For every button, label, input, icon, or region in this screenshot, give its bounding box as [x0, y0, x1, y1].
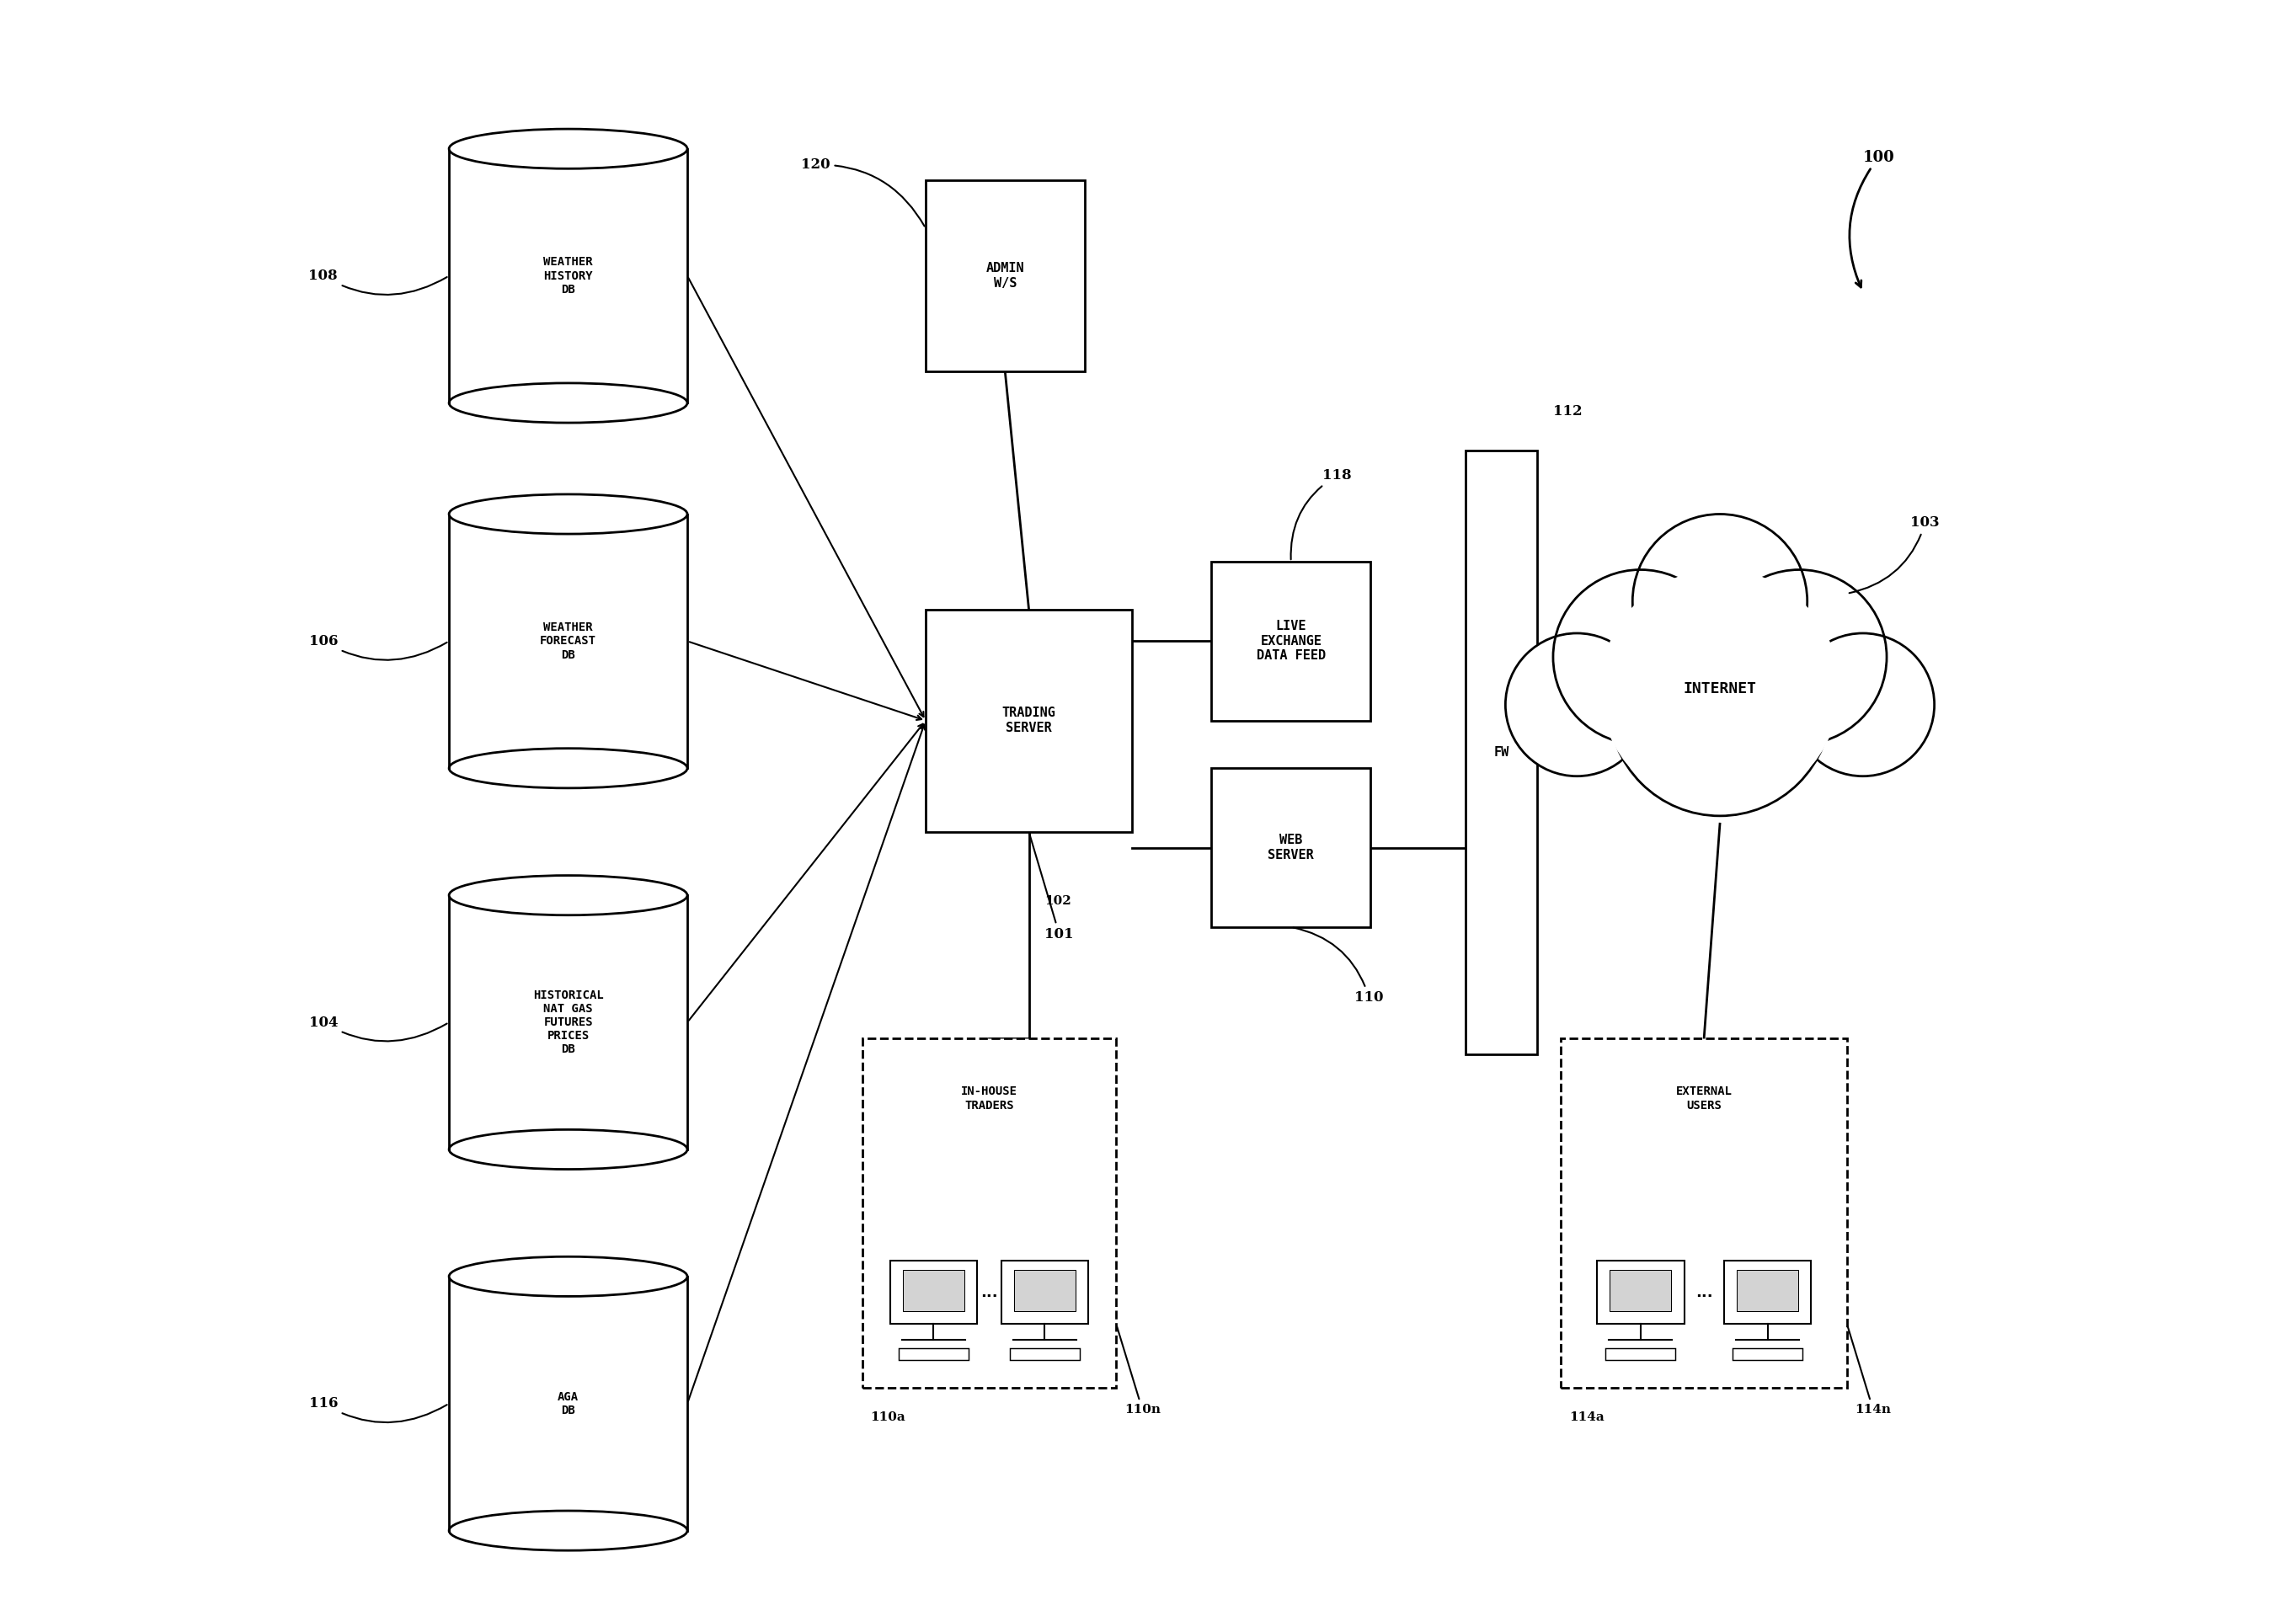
Circle shape	[1552, 570, 1729, 744]
Ellipse shape	[450, 1256, 687, 1296]
FancyBboxPatch shape	[450, 149, 687, 403]
FancyBboxPatch shape	[450, 1277, 687, 1531]
Text: WEATHER
FORECAST
DB: WEATHER FORECAST DB	[540, 622, 597, 661]
Text: 100: 100	[1851, 149, 1894, 288]
Text: 103: 103	[1848, 515, 1940, 594]
FancyBboxPatch shape	[1605, 1347, 1676, 1360]
FancyBboxPatch shape	[1596, 1261, 1685, 1325]
FancyBboxPatch shape	[891, 1261, 978, 1325]
FancyBboxPatch shape	[902, 1270, 964, 1312]
FancyBboxPatch shape	[925, 181, 1084, 371]
Text: 114a: 114a	[1568, 1411, 1605, 1424]
Ellipse shape	[450, 749, 687, 789]
Text: 112: 112	[1552, 405, 1582, 419]
Text: 104: 104	[308, 1016, 448, 1042]
Text: TRADING
SERVER: TRADING SERVER	[1001, 707, 1056, 734]
FancyBboxPatch shape	[1015, 1270, 1075, 1312]
Text: 106: 106	[308, 634, 448, 661]
Circle shape	[1791, 634, 1933, 776]
Text: IN-HOUSE
TRADERS: IN-HOUSE TRADERS	[962, 1086, 1017, 1112]
Text: AGA
DB: AGA DB	[558, 1390, 579, 1416]
FancyBboxPatch shape	[1733, 1347, 1802, 1360]
Circle shape	[1506, 634, 1649, 776]
FancyBboxPatch shape	[861, 1038, 1116, 1387]
Ellipse shape	[450, 875, 687, 915]
Text: 110a: 110a	[870, 1411, 905, 1424]
FancyBboxPatch shape	[450, 896, 687, 1149]
Text: 102: 102	[1045, 896, 1072, 907]
FancyBboxPatch shape	[925, 610, 1132, 832]
Ellipse shape	[450, 382, 687, 422]
Text: 110n: 110n	[1116, 1326, 1159, 1416]
Text: 120: 120	[801, 157, 925, 226]
Text: EXTERNAL
USERS: EXTERNAL USERS	[1676, 1086, 1731, 1112]
Text: LIVE
EXCHANGE
DATA FEED: LIVE EXCHANGE DATA FEED	[1256, 621, 1325, 662]
FancyBboxPatch shape	[1212, 562, 1371, 720]
FancyBboxPatch shape	[1609, 1270, 1671, 1312]
Text: 108: 108	[308, 269, 448, 294]
FancyBboxPatch shape	[1212, 768, 1371, 926]
Circle shape	[1600, 570, 1839, 808]
Ellipse shape	[450, 1130, 687, 1170]
FancyBboxPatch shape	[1001, 1261, 1088, 1325]
FancyBboxPatch shape	[1010, 1347, 1079, 1360]
FancyBboxPatch shape	[450, 514, 687, 768]
Text: FW: FW	[1495, 746, 1508, 758]
Ellipse shape	[450, 130, 687, 168]
Ellipse shape	[450, 1510, 687, 1550]
Circle shape	[1713, 570, 1887, 744]
FancyBboxPatch shape	[1738, 1270, 1798, 1312]
Text: WEATHER
HISTORY
DB: WEATHER HISTORY DB	[544, 256, 592, 296]
FancyBboxPatch shape	[1561, 1038, 1846, 1387]
Circle shape	[1632, 514, 1807, 690]
Text: WEB
SERVER: WEB SERVER	[1267, 834, 1313, 861]
Text: ...: ...	[1694, 1285, 1713, 1299]
Text: 101: 101	[1029, 834, 1075, 941]
Text: ...: ...	[980, 1285, 999, 1299]
Text: 110: 110	[1293, 928, 1384, 1005]
Text: 116: 116	[308, 1397, 448, 1422]
FancyBboxPatch shape	[1465, 451, 1538, 1054]
Text: HISTORICAL
NAT GAS
FUTURES
PRICES
DB: HISTORICAL NAT GAS FUTURES PRICES DB	[533, 989, 604, 1056]
Ellipse shape	[450, 494, 687, 534]
FancyBboxPatch shape	[898, 1347, 969, 1360]
Text: 118: 118	[1290, 469, 1352, 560]
Text: INTERNET: INTERNET	[1683, 682, 1756, 696]
Text: 114n: 114n	[1848, 1326, 1892, 1416]
Text: ADMIN
W/S: ADMIN W/S	[985, 262, 1024, 290]
Circle shape	[1609, 594, 1832, 816]
FancyBboxPatch shape	[1724, 1261, 1812, 1325]
